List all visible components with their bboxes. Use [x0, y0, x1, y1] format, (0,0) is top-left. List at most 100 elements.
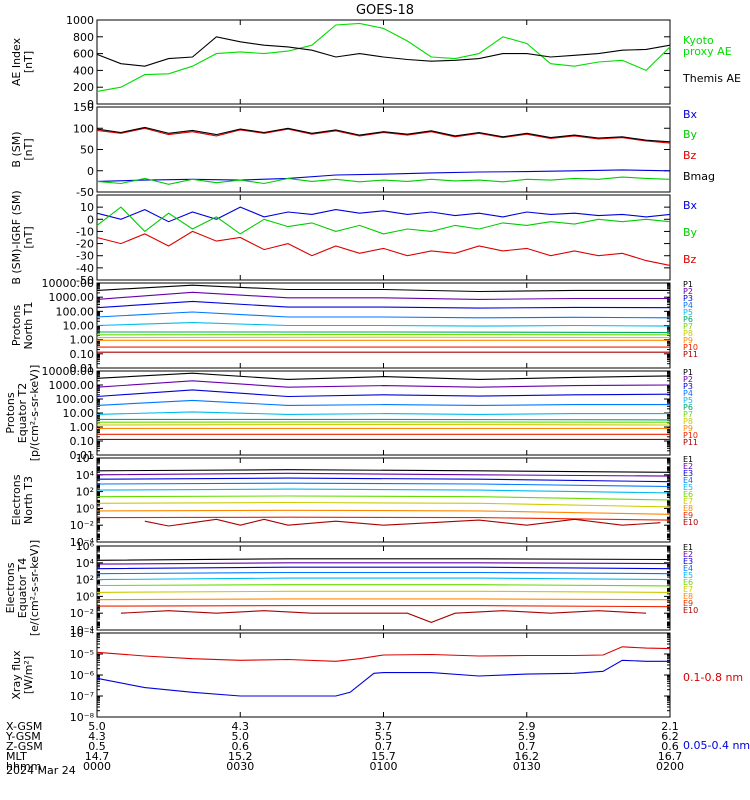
series-e2	[96, 472, 671, 477]
legend-item: P7	[683, 322, 693, 331]
y-axis-label: Electrons	[4, 562, 17, 613]
y-tick-label: 10⁻⁶	[70, 669, 95, 682]
y-axis-label: Xray flux	[10, 650, 23, 700]
y-tick-label: 10⁻⁴	[70, 536, 95, 549]
y-tick-label: 0	[87, 213, 94, 226]
legend-item: P4	[683, 301, 693, 310]
x-axis-row-label: Y-GSM	[5, 730, 41, 743]
legend-item: E7	[683, 497, 693, 506]
series-e4	[96, 482, 671, 488]
series-0-05-0-4-nm	[96, 659, 670, 697]
x-axis-value: 0000	[83, 760, 111, 773]
legend-item: P3	[683, 294, 693, 303]
panel-2: -50 0 50 100 150 B (SM) [nT] Bx By Bz Bmag	[10, 101, 715, 199]
y-tick-label: 1.00	[70, 421, 95, 434]
legend-item: P9	[683, 336, 693, 345]
y-tick-label: 50	[80, 144, 94, 157]
x-axis-table: X-GSMY-GSMZ-GSMMLThhmm5.04.30.514.700004…	[5, 720, 684, 773]
legend-item: E2	[683, 462, 693, 471]
y-tick-label: 10⁶	[76, 452, 95, 465]
panel-frame	[96, 370, 671, 456]
y-axis-label: [nT]	[22, 226, 35, 248]
legend-item: P10	[683, 431, 698, 440]
series-bmag	[96, 126, 671, 143]
y-tick-label: -20	[76, 238, 94, 251]
x-axis-value: 5.0	[88, 720, 106, 733]
series-bx	[96, 206, 671, 223]
y-tick-label: 0	[87, 165, 94, 178]
y-axis-label: Electrons	[10, 474, 23, 525]
y-axis-label: Protons	[4, 392, 17, 433]
legend-item: E4	[683, 564, 693, 573]
series-bz	[96, 230, 671, 266]
series-themis-ae	[96, 36, 671, 67]
series-e1	[96, 558, 671, 561]
x-axis-value: 0.6	[661, 740, 679, 753]
legend-item: P2	[683, 375, 693, 384]
legend-item: Bz	[683, 149, 697, 162]
series-p3	[96, 389, 671, 398]
x-axis-row-label: MLT	[6, 750, 27, 763]
x-axis-value: 16.7	[658, 750, 683, 763]
x-axis-row-label: Z-GSM	[6, 740, 43, 753]
x-axis-value: 0.7	[518, 740, 536, 753]
series-0-1-0-8-nm	[96, 646, 671, 662]
y-tick-label: 10.00	[63, 407, 95, 420]
y-tick-label: 10.00	[63, 320, 95, 333]
legend-item: P7	[683, 410, 693, 419]
x-axis-value: 16.2	[515, 750, 540, 763]
x-axis-value: 14.7	[85, 750, 110, 763]
panel-1: 0 200 400 600 800 1000 AE Index [nT] Kyotoproxy …	[10, 14, 741, 111]
series-p2	[96, 291, 670, 300]
legend-item: Themis AE	[682, 72, 741, 85]
legend-item: E10	[683, 518, 698, 527]
plot-title: GOES-18	[356, 3, 414, 18]
legend-item: E1	[683, 455, 693, 464]
legend-item: P3	[683, 382, 693, 391]
y-tick-label: 10000.00	[42, 277, 95, 290]
y-tick-label: 1000.00	[49, 291, 95, 304]
date-label: 2024 Mar 24	[6, 764, 76, 777]
legend-item: Bmag	[683, 170, 715, 183]
panel-5: 0.010.101.0010.00100.001000.0010000.00Pr…	[4, 365, 698, 462]
x-axis-value: 4.3	[88, 730, 106, 743]
y-tick-label: 1000.00	[49, 379, 95, 392]
legend-item: Bz	[683, 253, 697, 266]
series-p3	[96, 300, 671, 309]
y-tick-label: 200	[73, 81, 94, 94]
series-e7	[96, 590, 671, 593]
x-axis-value: 0.7	[375, 740, 393, 753]
legend-item: P9	[683, 424, 693, 433]
panel-4: 0.010.101.0010.00100.001000.0010000.00Pr…	[10, 277, 698, 375]
legend-item: E3	[683, 469, 693, 478]
y-tick-label: 10⁻⁴	[70, 627, 95, 640]
y-tick-label: 800	[73, 31, 94, 44]
legend-item: P4	[683, 389, 693, 398]
y-tick-label: 10²	[76, 574, 94, 587]
series-e2	[96, 562, 671, 565]
series-e6	[96, 584, 671, 587]
y-axis-label: [nT]	[22, 138, 35, 160]
y-axis-label: Equator T2	[16, 383, 29, 443]
legend-item: E5	[683, 571, 693, 580]
series-p2	[96, 380, 671, 388]
legend-item: By	[683, 226, 698, 239]
series-e10	[120, 610, 647, 623]
series-e1	[96, 469, 671, 473]
legend-item: P6	[683, 315, 693, 324]
y-axis-label: B (SM)	[10, 131, 23, 167]
x-axis-value: 0100	[370, 760, 398, 773]
panel-frame	[96, 19, 671, 105]
legend-item: E10	[683, 606, 698, 615]
series-p4	[96, 399, 670, 406]
y-tick-label: 10⁴	[76, 469, 95, 482]
series-e10	[144, 518, 661, 527]
y-tick-label: 10000.00	[42, 365, 95, 378]
x-axis-value: 0.5	[88, 740, 106, 753]
legend-item: Kyoto	[683, 34, 714, 47]
legend-item: E5	[683, 483, 693, 492]
series-p5	[96, 411, 670, 415]
legend-item: P10	[683, 343, 698, 352]
